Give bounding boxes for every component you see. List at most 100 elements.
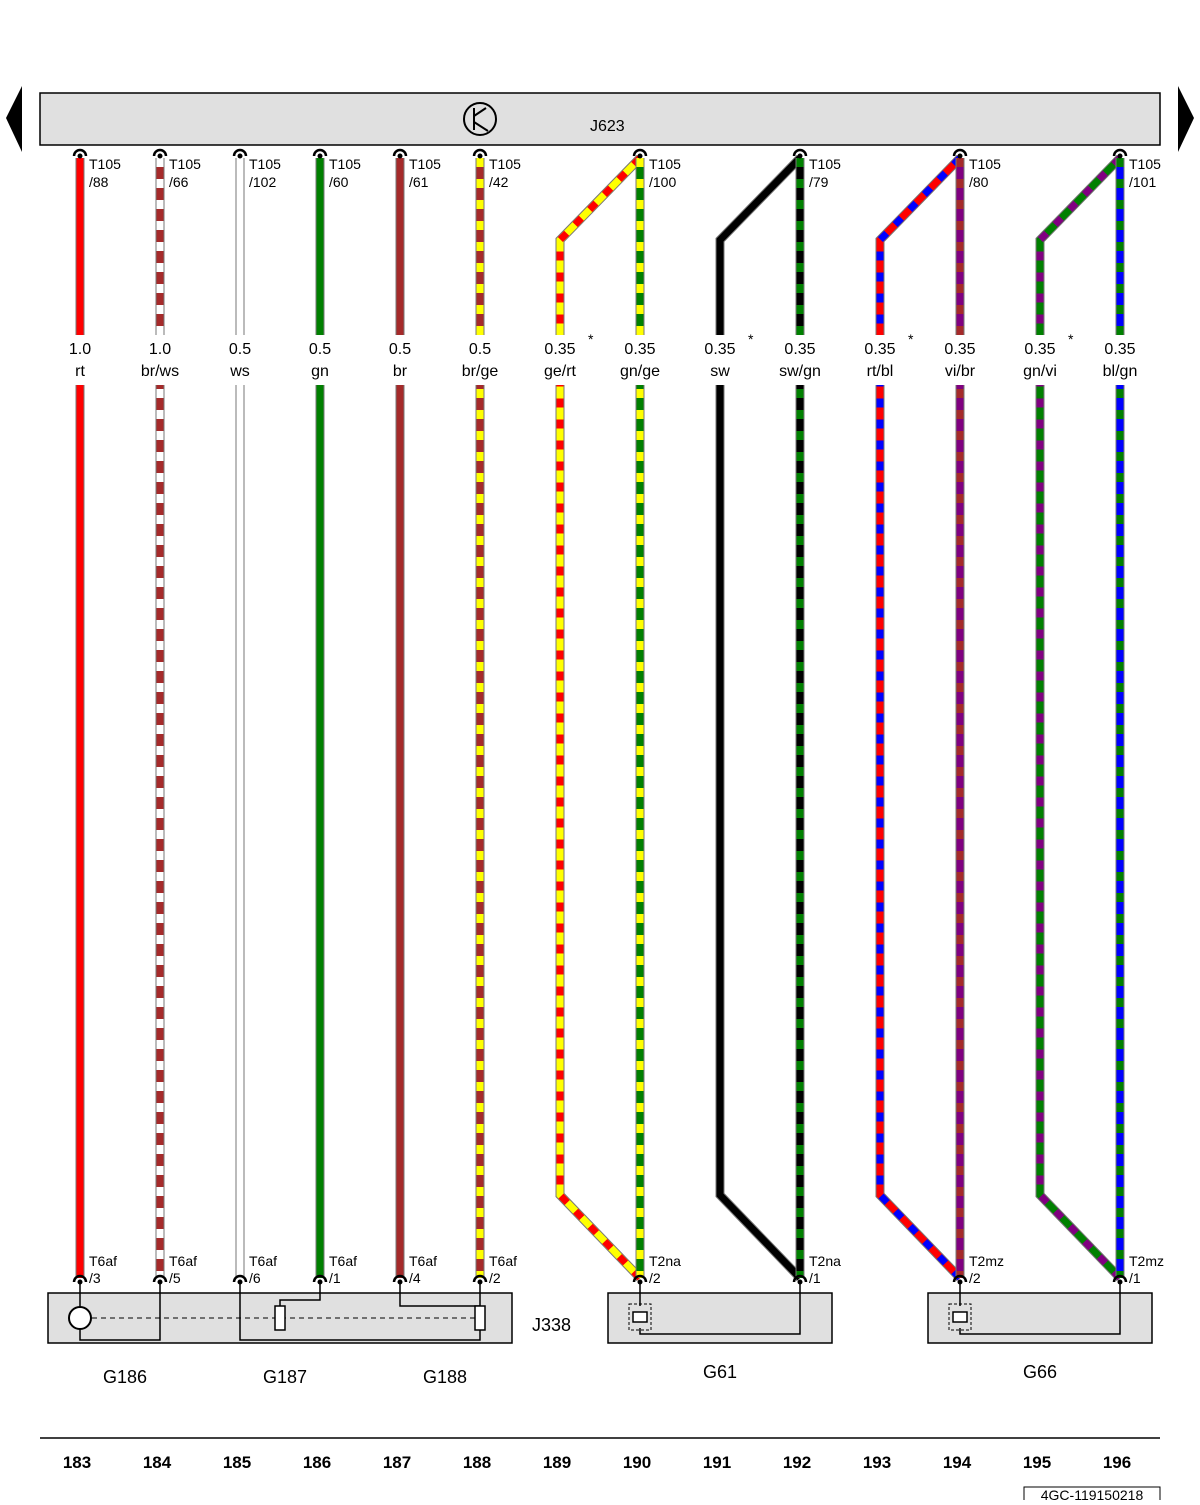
connector-symbol	[232, 1274, 248, 1283]
top-pin: /66	[169, 174, 189, 190]
component-label: G188	[423, 1367, 467, 1387]
column-number: 194	[943, 1453, 972, 1472]
wire-color: br/ws	[141, 363, 179, 380]
connector-dot	[797, 1279, 803, 1285]
component-label: G187	[263, 1367, 307, 1387]
column-number: 189	[543, 1453, 571, 1472]
component-label: G186	[103, 1367, 147, 1387]
column-number: 186	[303, 1453, 331, 1472]
wire-color: rt/bl	[867, 363, 894, 380]
wire-size: 0.35	[1024, 341, 1055, 358]
connector-symbol	[1112, 1274, 1128, 1283]
connector-dot	[957, 1279, 963, 1285]
wire-note: *	[748, 331, 754, 347]
connector-dot	[397, 153, 403, 159]
wire-color: gn	[311, 363, 329, 380]
connector-symbol	[72, 1274, 88, 1283]
connector-symbol	[472, 148, 488, 157]
bottom-connector: T6af	[169, 1253, 197, 1269]
bottom-pin: /2	[649, 1270, 661, 1286]
column-number: 195	[1023, 1453, 1051, 1472]
column-number: 188	[463, 1453, 491, 1472]
connector-dot	[957, 153, 963, 159]
wire-color: sw	[710, 363, 730, 380]
top-connector: T105	[409, 156, 441, 172]
top-pin: /42	[489, 174, 509, 190]
connector-dot	[477, 153, 483, 159]
wire-color: br/ge	[462, 363, 499, 380]
bottom-pin: /1	[809, 1270, 821, 1286]
connector-symbol	[792, 1274, 808, 1283]
wire-stripe	[876, 155, 963, 1281]
wire-size: 0.5	[389, 341, 411, 358]
bottom-pin: /5	[169, 1270, 181, 1286]
top-connector: T105	[1129, 156, 1161, 172]
bottom-pin: /6	[249, 1270, 261, 1286]
wire-size: 0.5	[309, 341, 331, 358]
bottom-connector: T6af	[409, 1253, 437, 1269]
component-label: J338	[532, 1315, 571, 1335]
label-band	[40, 335, 1160, 385]
top-pin: /79	[809, 174, 829, 190]
bottom-connector: T2mz	[1129, 1253, 1164, 1269]
wire-size: 0.35	[864, 341, 895, 358]
top-pin: /88	[89, 174, 109, 190]
connector-symbol	[792, 148, 808, 157]
top-pin: /80	[969, 174, 989, 190]
bottom-pin: /2	[969, 1270, 981, 1286]
connector-symbol	[632, 148, 648, 157]
connector-symbol	[392, 148, 408, 157]
column-number: 196	[1103, 1453, 1131, 1472]
column-number: 191	[703, 1453, 731, 1472]
connector-symbol	[472, 1274, 488, 1283]
connector-dot	[317, 153, 323, 159]
top-connector: T105	[969, 156, 1001, 172]
connector-dot	[1117, 153, 1123, 159]
connector-symbol	[1112, 148, 1128, 157]
bottom-pin: /3	[89, 1270, 101, 1286]
connector-dot	[477, 1279, 483, 1285]
wire-color: ws	[229, 363, 250, 380]
bottom-connector: T6af	[489, 1253, 517, 1269]
wire-color: ge/rt	[544, 363, 577, 380]
top-connector: T105	[169, 156, 201, 172]
connector-dot	[637, 153, 643, 159]
column-number: 184	[143, 1453, 172, 1472]
footer-code: 4GC-119150218	[1041, 1487, 1144, 1500]
column-number: 187	[383, 1453, 411, 1472]
connector-dot	[77, 153, 83, 159]
top-connector: T105	[329, 156, 361, 172]
connector-symbol	[952, 1274, 968, 1283]
column-number: 190	[623, 1453, 651, 1472]
connector-symbol	[72, 148, 88, 157]
top-pin: /101	[1129, 174, 1156, 190]
connector-dot	[317, 1279, 323, 1285]
bottom-pin: /2	[489, 1270, 501, 1286]
bottom-connector: T2na	[809, 1253, 841, 1269]
connector-symbol	[392, 1274, 408, 1283]
wire-stripe	[556, 155, 643, 1281]
wire-note: *	[588, 331, 594, 347]
wire-size: 0.35	[704, 341, 735, 358]
bottom-pin: /4	[409, 1270, 421, 1286]
connector-symbol	[232, 148, 248, 157]
top-pin: /61	[409, 174, 429, 190]
wire-size: 0.5	[229, 341, 251, 358]
wire-color: gn/ge	[620, 363, 660, 380]
bottom-connector: T6af	[329, 1253, 357, 1269]
connector-dot	[157, 153, 163, 159]
connector-dot	[637, 1279, 643, 1285]
wire-size: 0.35	[1104, 341, 1135, 358]
top-connector: T105	[249, 156, 281, 172]
connector-symbol	[312, 1274, 328, 1283]
motor	[68, 1306, 92, 1330]
wire-note: *	[1068, 331, 1074, 347]
top-connector: T105	[809, 156, 841, 172]
wire-note: *	[908, 331, 914, 347]
top-pin: /102	[249, 174, 276, 190]
wire-stripe	[1036, 155, 1123, 1281]
bottom-pin: /1	[329, 1270, 341, 1286]
connector-dot	[1117, 1279, 1123, 1285]
wire-size: 0.35	[944, 341, 975, 358]
